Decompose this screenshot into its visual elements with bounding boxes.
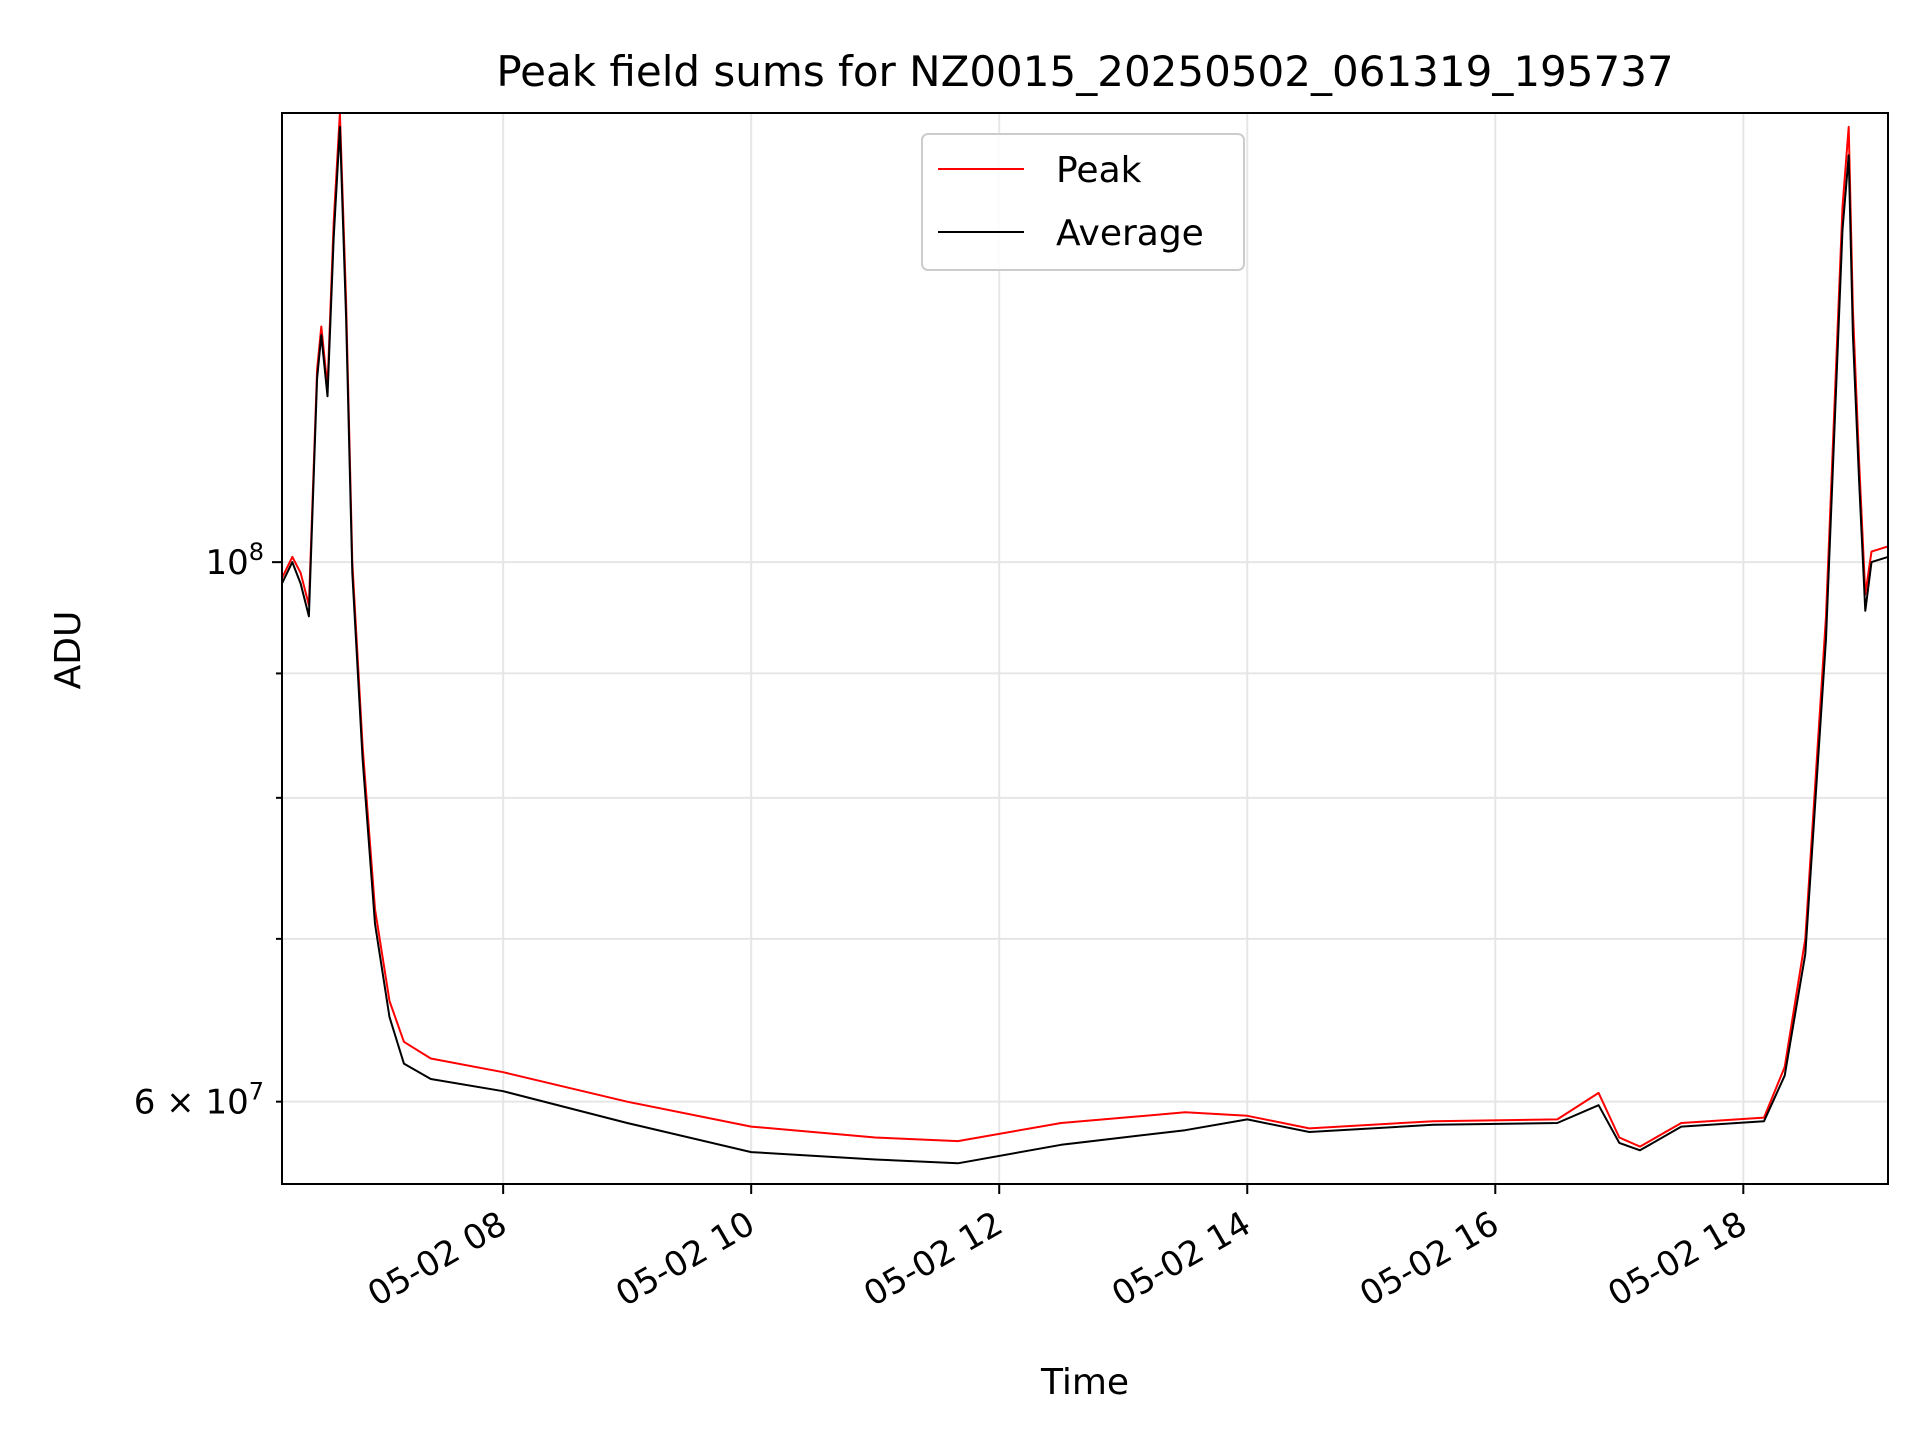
legend: Peak Average: [921, 133, 1245, 271]
plot-series: [281, 112, 1889, 1165]
legend-label-peak: Peak: [1056, 150, 1142, 191]
y-minor-tick-label: 6 × 107: [134, 1078, 264, 1123]
grid: [282, 113, 1888, 1184]
legend-label-average: Average: [1056, 213, 1204, 254]
chart-title: Peak field sums for NZ0015_20250502_0613…: [496, 47, 1673, 96]
series-line-average: [281, 125, 1889, 1165]
x-axis-label: Time: [1040, 1362, 1129, 1403]
y-axis-label: ADU: [48, 611, 89, 690]
plot-frame: [281, 112, 1889, 1185]
